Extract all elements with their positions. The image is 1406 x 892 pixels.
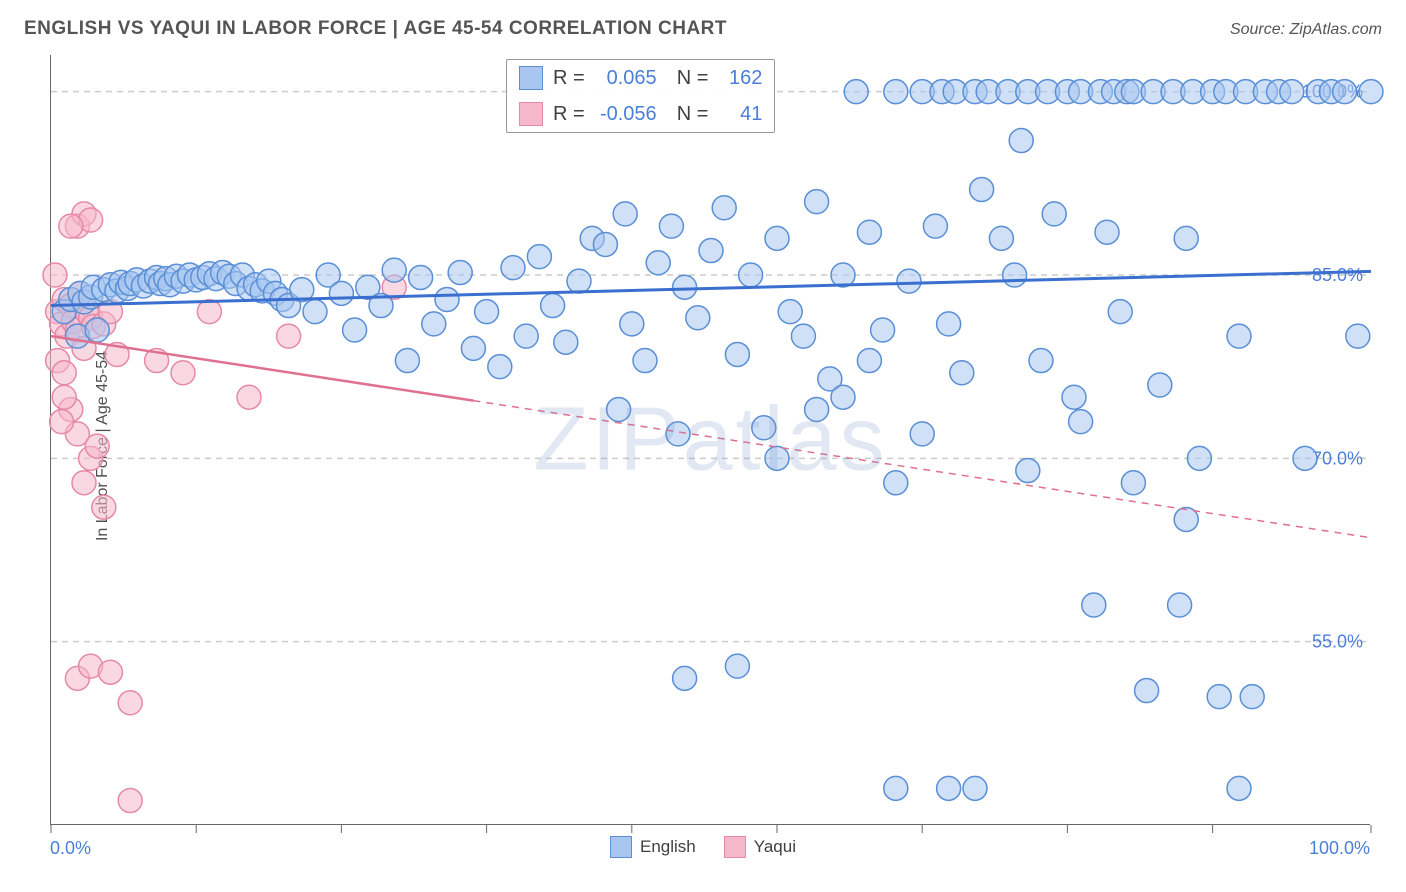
stat-r-value: 0.065 bbox=[595, 67, 657, 90]
stat-n-label: N = bbox=[677, 67, 709, 90]
legend-label: Yaqui bbox=[754, 837, 796, 857]
stat-n-value: 162 bbox=[718, 67, 762, 90]
stats-row: R = 0.065 N = 162 bbox=[507, 60, 774, 96]
svg-text:55.0%: 55.0% bbox=[1312, 632, 1363, 652]
stat-r-label: R = bbox=[553, 103, 585, 126]
legend-swatch bbox=[610, 836, 632, 858]
source-credit: Source: ZipAtlas.com bbox=[1230, 21, 1382, 39]
correlation-stats-box: R = 0.065 N = 162 R = -0.056 N = 41 bbox=[506, 59, 775, 133]
stat-n-value: 41 bbox=[718, 103, 762, 126]
legend: English Yaqui bbox=[0, 836, 1406, 858]
legend-swatch bbox=[724, 836, 746, 858]
svg-text:70.0%: 70.0% bbox=[1312, 448, 1363, 468]
legend-label: English bbox=[640, 837, 696, 857]
stat-r-label: R = bbox=[553, 67, 585, 90]
svg-text:85.0%: 85.0% bbox=[1312, 265, 1363, 285]
stat-r-value: -0.056 bbox=[595, 103, 657, 126]
plot-area: 55.0%70.0%85.0%100.0% ZIPatlas R =0.065N… bbox=[50, 55, 1370, 825]
legend-item: English bbox=[610, 836, 696, 858]
series-swatch bbox=[519, 102, 543, 126]
scatter-svg: 55.0%70.0%85.0%100.0% bbox=[51, 55, 1370, 824]
stat-n-label: N = bbox=[677, 103, 709, 126]
series-swatch bbox=[519, 66, 543, 90]
chart-title: ENGLISH VS YAQUI IN LABOR FORCE | AGE 45… bbox=[24, 18, 727, 40]
stats-row: R = -0.056 N = 41 bbox=[507, 96, 774, 132]
legend-item: Yaqui bbox=[724, 836, 796, 858]
